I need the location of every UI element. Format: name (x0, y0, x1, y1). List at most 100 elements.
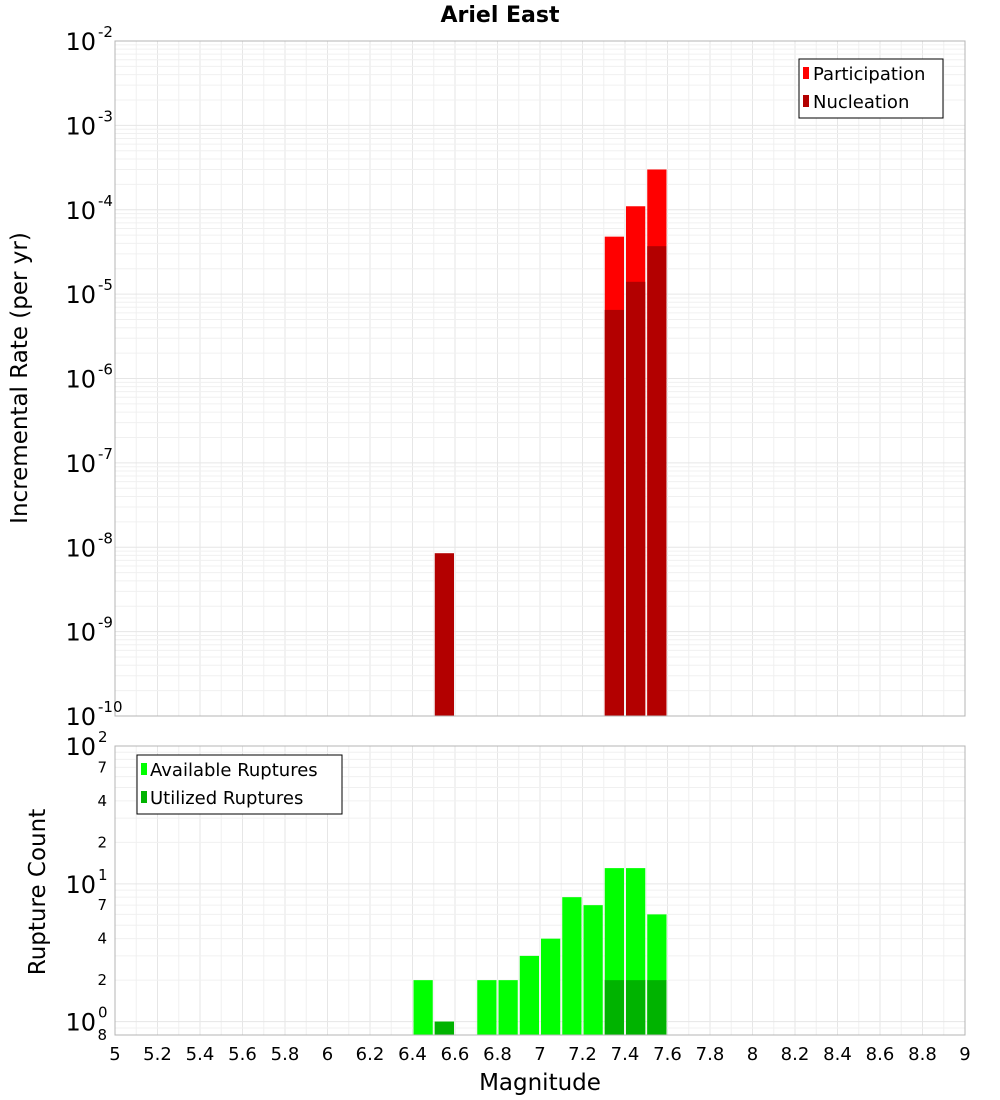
legend-swatch-nucleation (803, 95, 809, 107)
x-tick-label: 6.4 (398, 1044, 427, 1065)
bar-available-ruptures (583, 905, 603, 1035)
y-tick-exponent: -6 (98, 361, 113, 379)
y-tick-exponent: -5 (98, 276, 113, 294)
x-tick-label: 5.8 (271, 1044, 300, 1065)
y-tick-exponent: -4 (98, 192, 113, 210)
bar-available-ruptures (541, 938, 561, 1035)
y-tick-base: 10 (65, 112, 96, 140)
y-tick-base: 10 (65, 28, 96, 56)
bottom-plot-bars (413, 868, 667, 1035)
y-tick-base: 10 (65, 733, 96, 761)
x-tick-label: 7.8 (696, 1044, 725, 1065)
y-tick-exponent: -3 (98, 107, 113, 125)
y-tick-exponent: -8 (98, 529, 113, 547)
bar-available-ruptures (477, 980, 497, 1035)
y-minor-tick-label: 7 (97, 758, 107, 776)
bottom-plot-frame (114, 745, 966, 1036)
x-tick-label: 7.4 (611, 1044, 640, 1065)
y-tick-exponent: 0 (98, 1004, 108, 1022)
x-tick-label: 6.8 (483, 1044, 512, 1065)
bottom-plot-grid (114, 746, 966, 1036)
legend-label-available-ruptures: Available Ruptures (150, 760, 318, 781)
y-tick-exponent: 1 (98, 866, 108, 884)
legend-label-utilized-ruptures: Utilized Ruptures (150, 788, 303, 809)
chart-title: Ariel East (440, 3, 560, 28)
bar-nucleation (434, 553, 454, 716)
top-legend: Participation Nucleation (798, 58, 944, 119)
bar-utilized-ruptures (434, 1021, 454, 1035)
top-plot-bars (434, 169, 667, 716)
x-tick-label: 5.6 (228, 1044, 257, 1065)
y-tick-exponent: -2 (98, 23, 113, 41)
x-tick-label: 6.6 (441, 1044, 470, 1065)
y-minor-tick-label: 7 (97, 896, 107, 914)
top-plot-grid (114, 41, 966, 717)
y-tick-label: 10 -9 (65, 614, 113, 647)
x-tick-label: 7.6 (653, 1044, 682, 1065)
y-minor-tick-label: 2 (97, 971, 107, 989)
y-tick-base: 10 (65, 703, 96, 731)
top-plot-frame (114, 40, 966, 717)
y-minor-tick-label: 4 (97, 930, 107, 948)
x-tick-label: 8.2 (781, 1044, 810, 1065)
bar-available-ruptures (413, 980, 433, 1035)
y-tick-base: 10 (65, 871, 96, 899)
legend-swatch-participation (803, 67, 809, 79)
y-minor-tick-label: 2 (97, 833, 107, 851)
y-tick-exponent: -10 (98, 698, 123, 716)
bar-nucleation (604, 309, 624, 716)
y-tick-base: 10 (65, 366, 96, 394)
y-tick-label: 10 -10 (65, 698, 122, 731)
bar-utilized-ruptures (647, 980, 667, 1035)
y-tick-label: 10 -5 (65, 276, 113, 309)
legend-label-participation: Participation (813, 64, 925, 85)
top-legend-box (798, 58, 944, 119)
y-tick-exponent: -7 (98, 445, 113, 463)
x-tick-label: 7.2 (568, 1044, 597, 1065)
y-tick-label: 10 1 (65, 866, 107, 899)
y-tick-base: 10 (65, 450, 96, 478)
x-tick-label: 6 (322, 1044, 333, 1065)
bar-utilized-ruptures (604, 980, 624, 1035)
x-tick-label: 7 (534, 1044, 545, 1065)
x-tick-label: 9 (959, 1044, 970, 1065)
x-axis-label: Magnitude (479, 1070, 601, 1096)
x-tick-label: 6.2 (356, 1044, 385, 1065)
x-axis-ticks: 5 5.2 5.4 5.6 5.8 6 6.2 6.4 6.6 6.8 7 7.2 7.4 7.6 7.8 8… (109, 1044, 970, 1065)
y-tick-label: 10 -4 (65, 192, 113, 225)
top-y-axis-ticks: 10-210-310-410-510-610-710-810-910-10 (65, 23, 122, 731)
y-tick-base: 10 (65, 281, 96, 309)
x-tick-label: 8.4 (823, 1044, 852, 1065)
bar-nucleation (626, 281, 646, 716)
y-tick-label: 10 -7 (65, 445, 113, 478)
bottom-legend-box (136, 754, 343, 815)
y-tick-label: 10 -6 (65, 361, 113, 394)
bar-available-ruptures (498, 980, 518, 1035)
y-tick-base: 10 (65, 619, 96, 647)
y-tick-label: 10 -3 (65, 107, 113, 140)
y-tick-base: 10 (65, 197, 96, 225)
y-minor-tick-label: 4 (97, 792, 107, 810)
y-tick-label: 10 -8 (65, 529, 113, 562)
legend-swatch-available-ruptures (141, 763, 147, 775)
y-tick-base: 10 (65, 534, 96, 562)
bottom-y-axis-label: Rupture Count (25, 809, 51, 975)
x-tick-label: 5.2 (143, 1044, 172, 1065)
bar-available-ruptures (562, 897, 582, 1035)
legend-swatch-utilized-ruptures (141, 791, 147, 803)
x-tick-label: 5.4 (186, 1044, 215, 1065)
x-tick-label: 8 (747, 1044, 758, 1065)
y-tick-label: 10 0 (65, 1004, 107, 1037)
x-tick-label: 8.8 (908, 1044, 937, 1065)
bar-nucleation (647, 246, 667, 716)
x-tick-label: 8.6 (866, 1044, 895, 1065)
y-tick-exponent: -9 (98, 614, 113, 632)
y-minor-tick-label: 8 (97, 1026, 107, 1044)
legend-label-nucleation: Nucleation (813, 92, 909, 113)
bar-utilized-ruptures (626, 980, 646, 1035)
y-tick-base: 10 (65, 1009, 96, 1037)
x-tick-label: 5 (109, 1044, 120, 1065)
bottom-legend: Available Ruptures Utilized Ruptures (136, 754, 343, 815)
